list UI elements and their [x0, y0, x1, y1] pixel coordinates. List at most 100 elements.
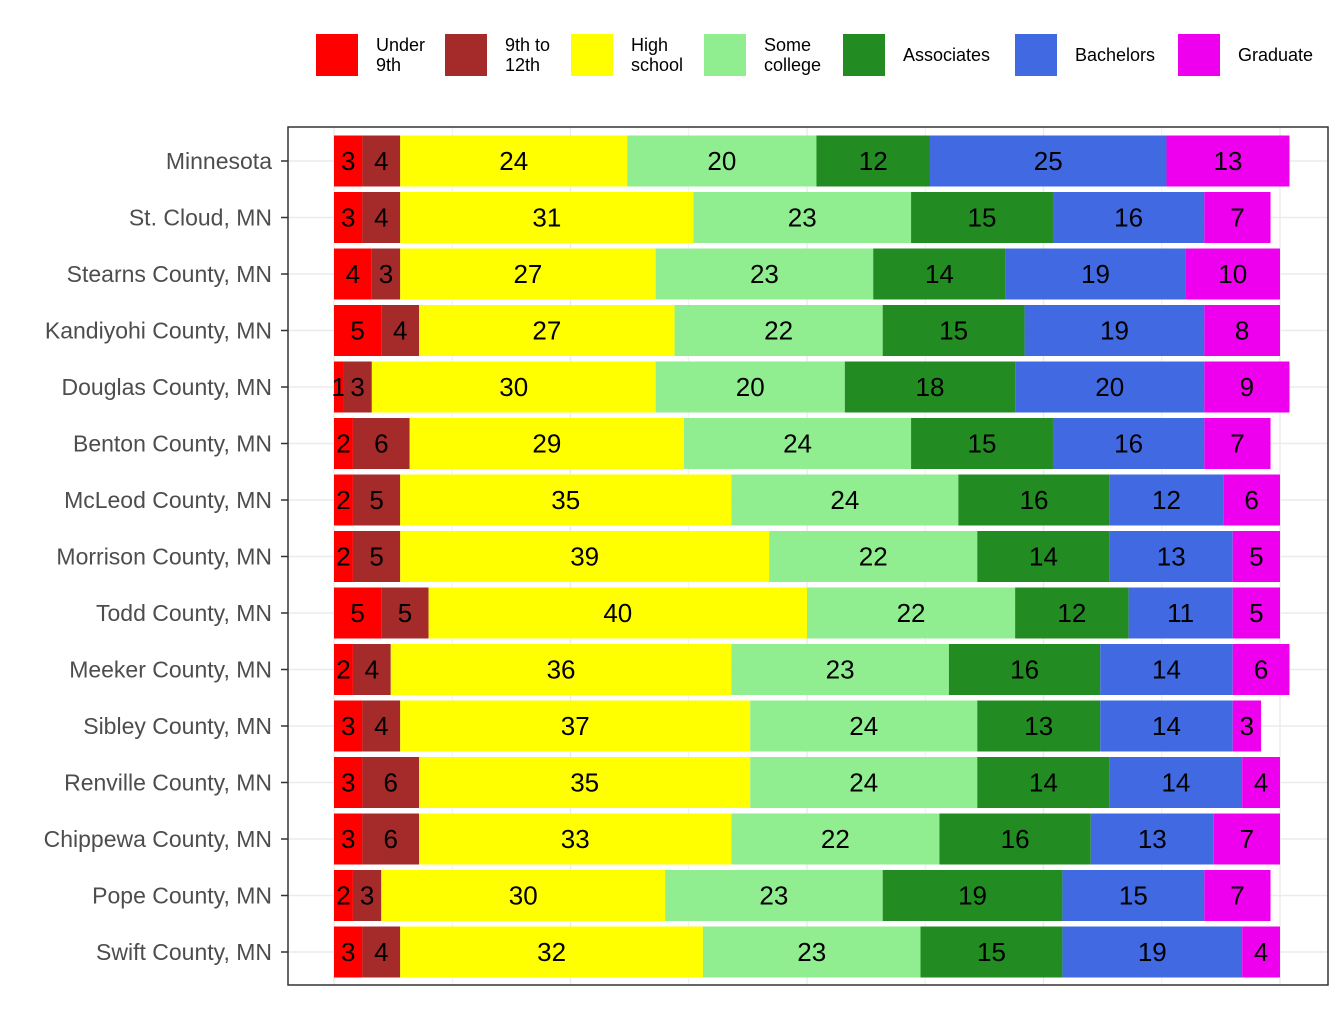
bar-value-label: 5 — [369, 485, 383, 515]
bars: 3 4 24 20 12 25 133 4 31 23 15 16 74 3 27 23 14 19 105 4 27 2… — [331, 135, 1290, 978]
bar-value-label: 11 — [1167, 598, 1194, 628]
y-tick-label: Kandiyohi County, MN — [45, 318, 272, 344]
bar-value-label: 13 — [1138, 824, 1167, 854]
legend-key — [843, 34, 885, 76]
y-tick-label: Todd County, MN — [96, 600, 272, 626]
bar-segment — [334, 813, 363, 865]
bar-segment — [400, 248, 656, 300]
bar-segment — [731, 474, 959, 526]
bar-segment — [1242, 757, 1280, 808]
bar-row: 5 5 40 22 12 11 5 — [334, 587, 1280, 639]
legend-item: High school — [571, 34, 683, 76]
bar-value-label: 15 — [977, 937, 1006, 967]
y-tick-label: Renville County, MN — [64, 770, 272, 796]
bar-value-label: 4 — [374, 146, 388, 176]
bar-segment — [1062, 870, 1205, 921]
bar-segment — [334, 474, 353, 526]
bar-value-label: 23 — [750, 259, 779, 289]
bar-value-label: 14 — [1029, 542, 1058, 572]
bar-segment — [977, 531, 1110, 582]
legend-label: Associates — [903, 45, 990, 65]
bar-value-label: 4 — [365, 655, 379, 685]
bar-value-label: 16 — [1114, 203, 1143, 233]
bar-segment — [816, 135, 930, 187]
bar-segment — [419, 757, 751, 808]
bar-value-label: 13 — [1157, 542, 1186, 572]
bar-value-label: 12 — [859, 146, 888, 176]
bar-segment — [911, 192, 1053, 243]
bar-segment — [1015, 587, 1129, 639]
bar-value-label: 19 — [1100, 316, 1129, 346]
bar-segment — [381, 870, 666, 921]
bar-value-label: 2 — [336, 485, 350, 515]
y-tick-label: McLeod County, MN — [64, 487, 272, 513]
bar-value-label: 37 — [561, 711, 590, 741]
bar-segment — [1232, 531, 1280, 582]
bar-segment — [334, 361, 344, 413]
bar-value-label: 10 — [1218, 259, 1247, 289]
bar-segment — [362, 757, 420, 808]
bar-value-label: 16 — [1001, 824, 1030, 854]
bar-segment — [769, 531, 978, 582]
bar-segment — [343, 361, 372, 413]
bar-segment — [352, 418, 410, 469]
bar-value-label: 8 — [1235, 316, 1249, 346]
bar-value-label: 24 — [783, 429, 812, 459]
y-tick-label: Sibley County, MN — [83, 713, 272, 739]
bar-row: 2 3 30 23 19 15 7 — [334, 870, 1271, 921]
bar-segment — [334, 700, 363, 752]
bar-value-label: 2 — [336, 655, 350, 685]
bar-segment — [362, 192, 401, 243]
legend-key — [316, 34, 358, 76]
bar-segment — [1109, 757, 1243, 808]
legend-key — [704, 34, 746, 76]
bar-value-label: 9 — [1240, 372, 1254, 402]
legend-label: Bachelors — [1075, 45, 1155, 65]
bar-value-label: 24 — [830, 485, 859, 515]
bar-value-label: 3 — [341, 768, 355, 798]
bar-value-label: 5 — [350, 598, 364, 628]
bar-row: 3 4 32 23 15 19 4 — [334, 926, 1280, 978]
bar-segment — [352, 644, 391, 695]
bar-value-label: 12 — [1057, 598, 1086, 628]
bar-segment — [362, 813, 420, 865]
bar-segment — [693, 192, 912, 243]
bar-segment — [334, 248, 372, 300]
bar-value-label: 36 — [547, 655, 576, 685]
bar-value-label: 4 — [1254, 768, 1268, 798]
bar-value-label: 2 — [336, 881, 350, 911]
bar-value-label: 4 — [393, 316, 407, 346]
bar-value-label: 6 — [384, 768, 398, 798]
bar-value-label: 19 — [1081, 259, 1110, 289]
bar-value-label: 15 — [968, 429, 997, 459]
legend-item: 9th to 12th — [445, 34, 550, 76]
bar-segment — [1213, 813, 1280, 865]
legend-label: High school — [631, 35, 683, 75]
bar-segment — [334, 644, 353, 695]
legend-key — [571, 34, 613, 76]
bar-segment — [419, 813, 732, 865]
bar-value-label: 24 — [849, 711, 878, 741]
bar-segment — [334, 926, 363, 978]
bar-row: 2 4 36 23 16 14 6 — [334, 644, 1290, 695]
bar-segment — [1052, 418, 1205, 469]
legend-key — [445, 34, 487, 76]
bar-value-label: 14 — [925, 259, 954, 289]
bar-segment — [352, 531, 401, 582]
bar-value-label: 13 — [1214, 146, 1243, 176]
bar-segment — [1128, 587, 1233, 639]
bar-segment — [1024, 305, 1205, 356]
y-tick-label: Morrison County, MN — [56, 544, 272, 570]
y-tick-label: Chippewa County, MN — [44, 826, 272, 852]
bar-segment — [920, 926, 1063, 978]
bar-segment — [655, 248, 874, 300]
bar-value-label: 15 — [1119, 881, 1148, 911]
bar-segment — [1062, 926, 1243, 978]
bar-value-label: 4 — [346, 259, 360, 289]
bar-value-label: 3 — [379, 259, 393, 289]
bar-segment — [381, 305, 420, 356]
legend-item: Associates — [843, 34, 990, 76]
bar-segment — [334, 305, 382, 356]
bar-segment — [882, 305, 1025, 356]
bar-segment — [362, 135, 401, 187]
